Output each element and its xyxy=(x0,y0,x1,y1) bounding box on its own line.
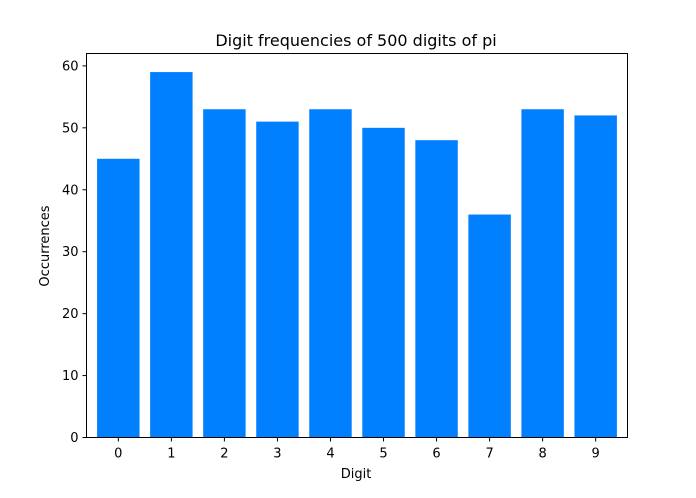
x-tick-label: 6 xyxy=(432,447,440,462)
x-tick-label: 1 xyxy=(167,447,175,462)
x-axis: 0 1 2 3 4 5 6 7 8 9 xyxy=(114,437,600,462)
bar-5 xyxy=(362,127,405,438)
bar-0 xyxy=(97,158,140,438)
bar-6 xyxy=(415,140,458,438)
y-axis-label: Occurrences xyxy=(38,205,53,286)
y-tick-label: 40 xyxy=(62,183,79,198)
bar-7 xyxy=(468,214,511,438)
x-axis-label: Digit xyxy=(341,467,372,482)
y-tick-label: 10 xyxy=(62,369,79,384)
x-tick-label: 7 xyxy=(485,447,493,462)
x-tick-label: 2 xyxy=(220,447,228,462)
x-tick-label: 8 xyxy=(538,447,546,462)
x-tick-label: 9 xyxy=(592,447,600,462)
y-tick-label: 60 xyxy=(62,59,79,74)
bar-8 xyxy=(521,109,564,438)
bar-1 xyxy=(150,72,193,438)
chart-title: Digit frequencies of 500 digits of pi xyxy=(215,31,496,50)
bar-9 xyxy=(574,115,617,438)
x-tick-label: 0 xyxy=(114,447,122,462)
bar-3 xyxy=(256,121,299,438)
x-tick-label: 4 xyxy=(326,447,334,462)
bars-group xyxy=(97,72,617,438)
bar-2 xyxy=(203,109,246,438)
x-tick-label: 5 xyxy=(379,447,387,462)
x-tick-label: 3 xyxy=(273,447,281,462)
bar-4 xyxy=(309,109,352,438)
y-tick-label: 50 xyxy=(62,121,79,136)
y-tick-label: 30 xyxy=(62,245,79,260)
y-axis: 0 10 20 30 40 50 60 xyxy=(62,59,87,446)
y-tick-label: 0 xyxy=(70,431,78,446)
plot-frame xyxy=(86,53,628,438)
y-tick-label: 20 xyxy=(62,307,79,322)
